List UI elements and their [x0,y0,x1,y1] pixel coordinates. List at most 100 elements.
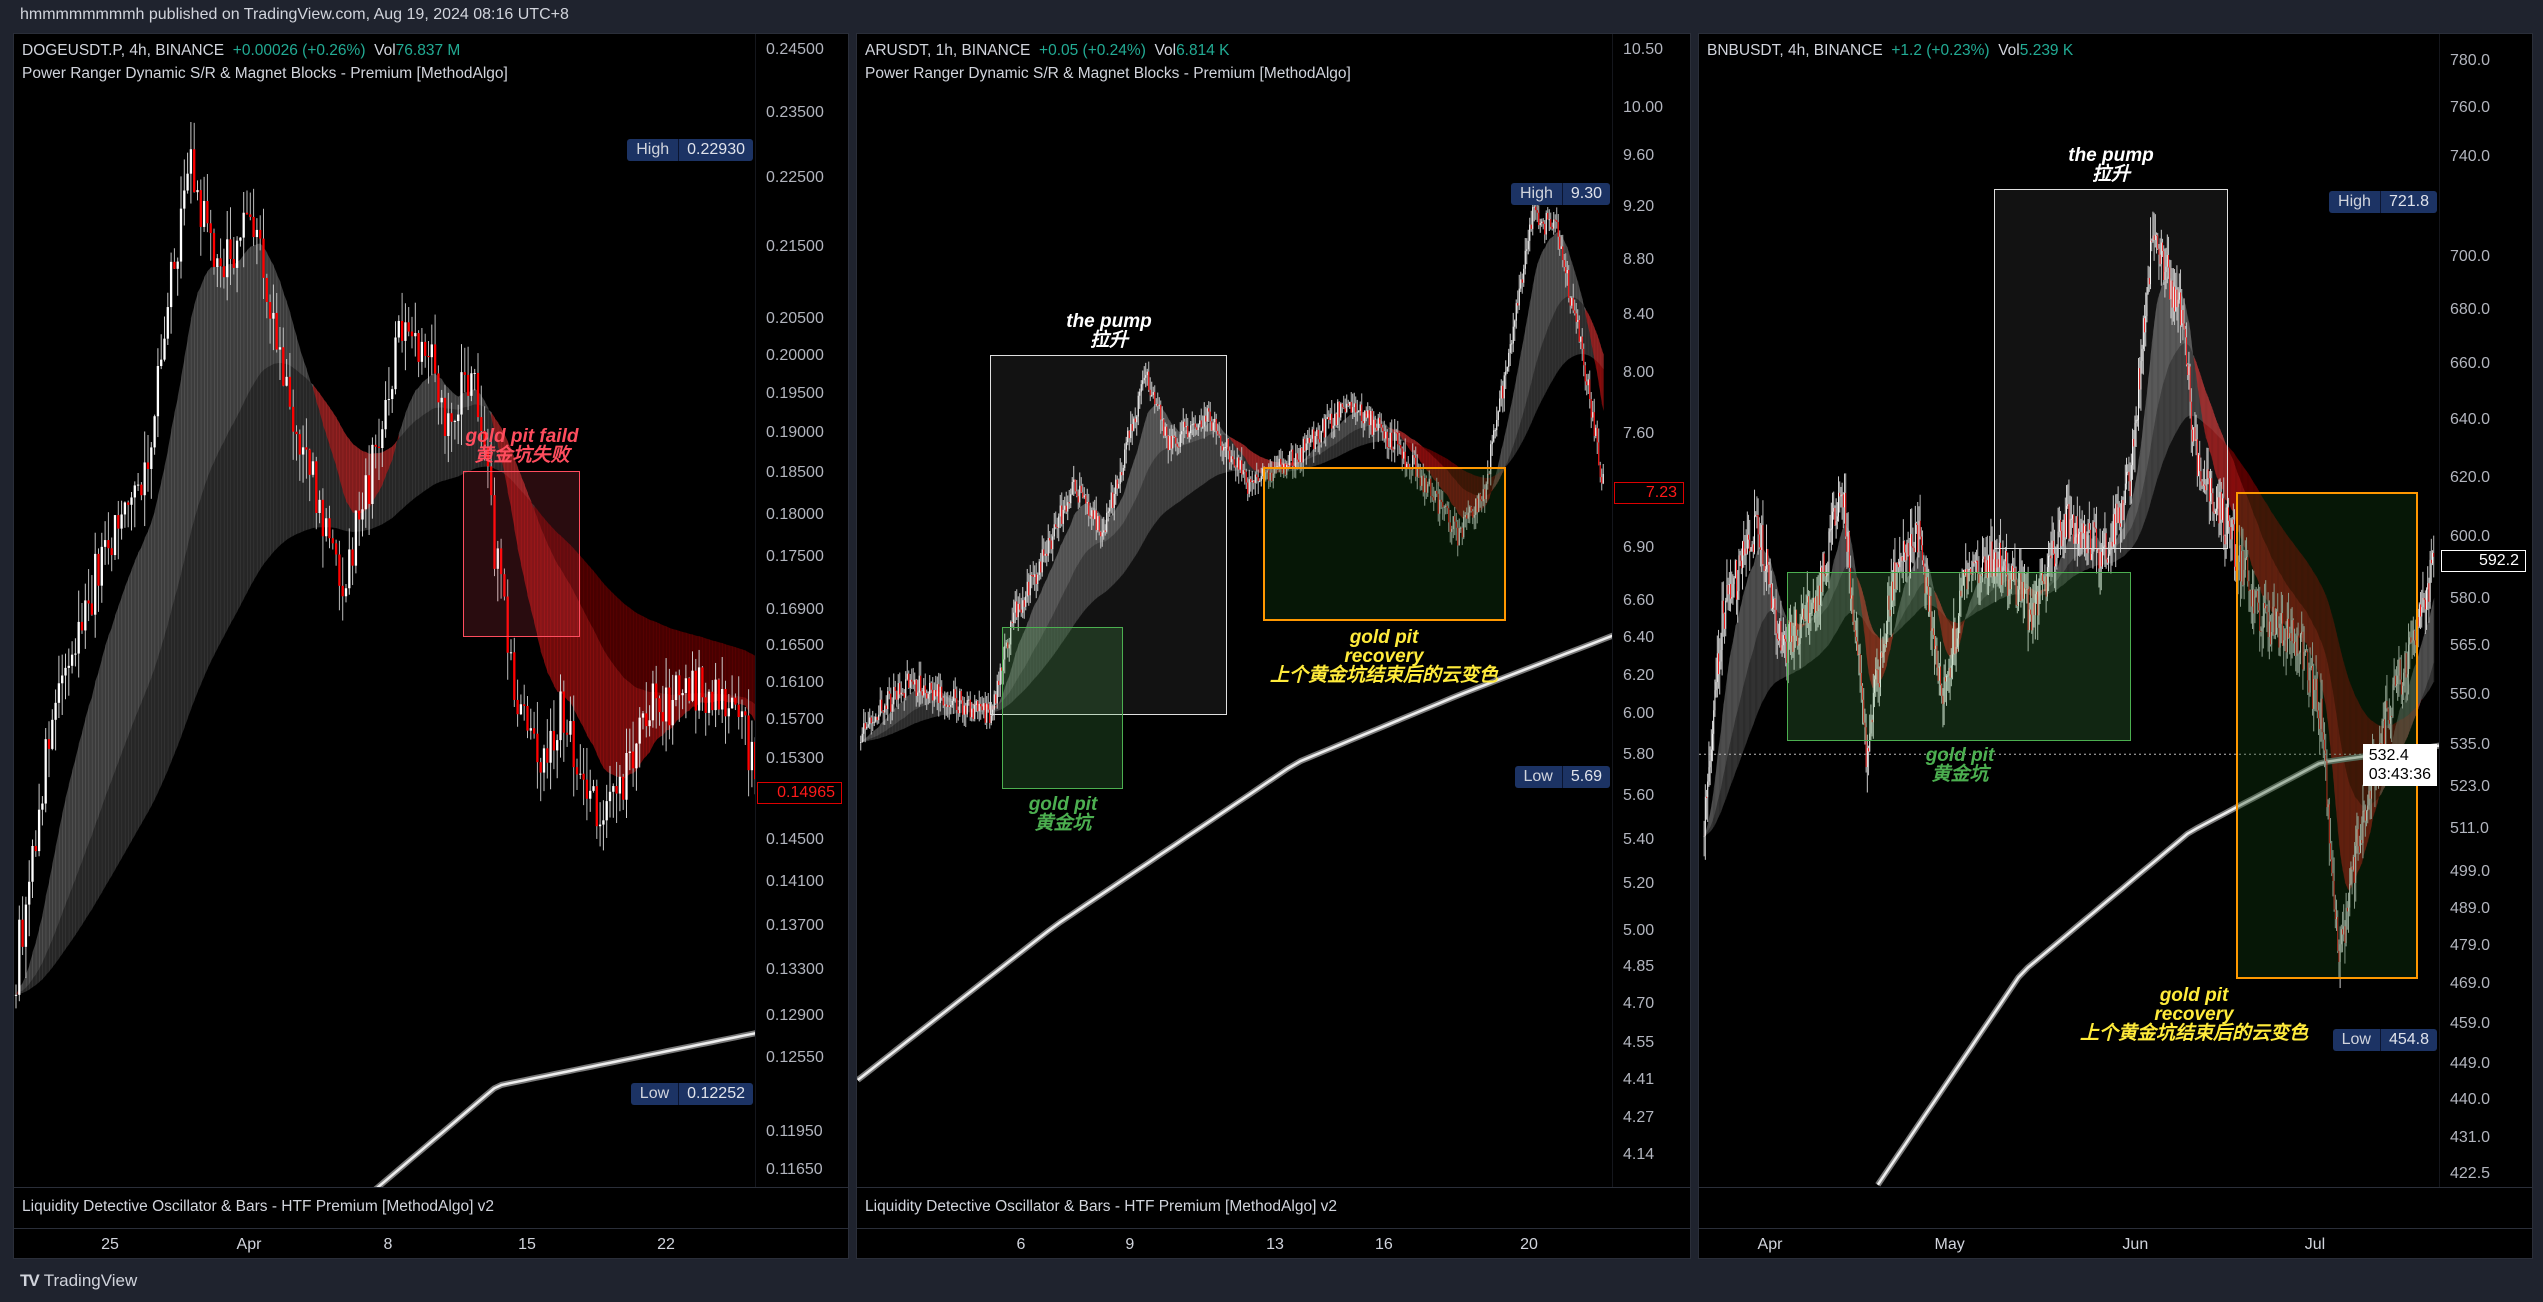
cloud-segment-fast [1433,457,1436,481]
candle [391,385,394,413]
cloud-segment-fast [1085,503,1088,553]
candle-body [235,240,239,268]
cloud-segment-slow [1540,344,1543,403]
indicator-legend[interactable]: Power Ranger Dynamic S/R & Magnet Blocks… [865,65,1351,82]
candle [950,691,952,715]
cloud-segment-fast [616,668,621,777]
candle-body [1356,411,1358,413]
candle-body [282,347,285,386]
cloud-segment-fast [174,396,179,599]
candle [1476,495,1478,524]
cloud-segment-fast [1543,247,1546,341]
cloud-segment-slow [52,930,57,968]
cloud-segment-slow [914,709,917,724]
candle [1262,463,1264,480]
chart-panel-ar[interactable]: ARUSDT, 1h, BINANCE +0.05 (+0.24%) Vol6.… [856,33,1691,1259]
cloud-segment-slow [1019,672,1022,695]
time-axis[interactable]: 25 Apr 8 15 22 [14,1228,848,1258]
candle-body [450,413,453,422]
candle-body [1350,401,1352,413]
candle-body [1433,497,1435,501]
candle [992,704,994,721]
cloud-segment-fast [1025,622,1028,666]
price-chart[interactable] [1699,34,2442,1187]
chart-panel-bnb[interactable]: BNBUSDT, 4h, BINANCE +1.2 (+0.23%) Vol5.… [1698,33,2533,1259]
price-tick-label: 6.00 [1623,705,1655,723]
cloud-segment-fast [1064,533,1067,591]
candle-body [954,689,956,699]
candle-body [1131,424,1133,431]
cloud-segment-fast [517,467,522,566]
candle [117,500,120,560]
candle-body [878,714,880,721]
price-chart[interactable] [14,34,758,1187]
cloud-segment-fast [319,393,324,426]
cloud-segment-slow [1012,685,1015,702]
time-axis[interactable]: 6 9 13 16 20 [857,1228,1690,1258]
chart-panel-doge[interactable]: DOGEUSDT.P, 4h, BINANCE +0.00026 (+0.26%… [13,33,849,1259]
cloud-segment-slow [1102,541,1105,594]
candle-body [1014,601,1016,613]
cloud-segment-slow [1475,475,1478,496]
candle-body [1343,407,1345,409]
candle [1484,484,1486,513]
cloud-segment-slow [1429,449,1432,455]
low-price-badge: Low 0.12252 [630,1083,753,1106]
symbol-info: DOGEUSDT.P, 4h, BINANCE [22,42,225,59]
cloud-segment-slow [998,702,1001,711]
candle [1239,456,1241,474]
cloud-segment-slow [1543,336,1546,397]
cloud-segment-fast [1555,232,1558,311]
cloud-segment-slow [1055,605,1058,652]
indicator-legend[interactable]: Power Ranger Dynamic S/R & Magnet Blocks… [22,65,508,82]
cloud-segment-slow [1177,447,1180,503]
cloud-segment-fast [237,259,241,416]
price-chart[interactable] [857,34,1615,1187]
candle [90,575,94,616]
price-pane[interactable]: DOGEUSDT.P, 4h, BINANCE +0.00026 (+0.26%… [14,34,848,1187]
cloud-segment-fast [1133,456,1136,503]
cloud-segment-fast [1073,512,1076,572]
candle-body [245,212,249,215]
candle-body [169,261,173,308]
symbol-legend[interactable]: ARUSDT, 1h, BINANCE +0.05 (+0.24%) Vol6.… [865,42,1230,60]
candle [1107,507,1109,522]
candle-body [542,748,546,773]
cloud-segment-fast [1505,423,1508,466]
candle-body [1259,480,1261,482]
cloud-segment-fast [181,357,185,574]
cloud-segment-fast [530,501,535,623]
oscillator-legend[interactable]: Liquidity Detective Oscillator & Bars - … [22,1198,495,1215]
oscillator-pane[interactable]: Liquidity Detective Oscillator & Bars - … [14,1187,848,1229]
symbol-legend[interactable]: DOGEUSDT.P, 4h, BINANCE +0.00026 (+0.26%… [22,42,460,60]
candle-body [1496,419,1498,431]
oscillator-pane[interactable]: Liquidity Detective Oscillator & Bars - … [857,1187,1690,1229]
candle [473,368,476,391]
candle-body [888,691,890,694]
cloud-segment-slow [1316,454,1319,466]
cloud-segment-slow [233,415,238,618]
cloud-segment-fast [1537,259,1540,359]
cloud-segment-slow [1337,441,1340,457]
cloud-segment-slow [1147,468,1150,535]
candle [1049,530,1051,554]
candle [1232,443,1234,465]
cloud-segment-fast [243,250,248,403]
price-axis[interactable]: 0.24500 0.23500 0.22500 0.21500 0.20500 0.200… [755,34,848,1187]
candle [259,215,262,251]
cloud-segment-fast [1007,675,1010,695]
price-pane[interactable]: ARUSDT, 1h, BINANCE +0.05 (+0.24%) Vol6.… [857,34,1690,1187]
candle [1535,202,1537,220]
cloud-segment-fast [905,695,908,717]
candle-body [1124,449,1126,468]
price-axis[interactable]: 10.50 10.00 9.60 9.20 8.80 8.40 8.00 7.60 6.90 6.… [1612,34,1690,1187]
oscillator-legend[interactable]: Liquidity Detective Oscillator & Bars - … [865,1198,1338,1215]
candle [930,681,932,693]
cloud-segment-slow [1561,299,1564,367]
cloud-segment-fast [1058,545,1061,603]
price-pane[interactable]: BNBUSDT, 4h, BINANCE +1.2 (+0.23%) Vol5.… [1699,34,2532,1187]
candle-body [1116,479,1118,489]
candle-body [1083,495,1085,498]
candle-body [1184,421,1186,428]
cloud-segment-fast [1235,440,1238,449]
